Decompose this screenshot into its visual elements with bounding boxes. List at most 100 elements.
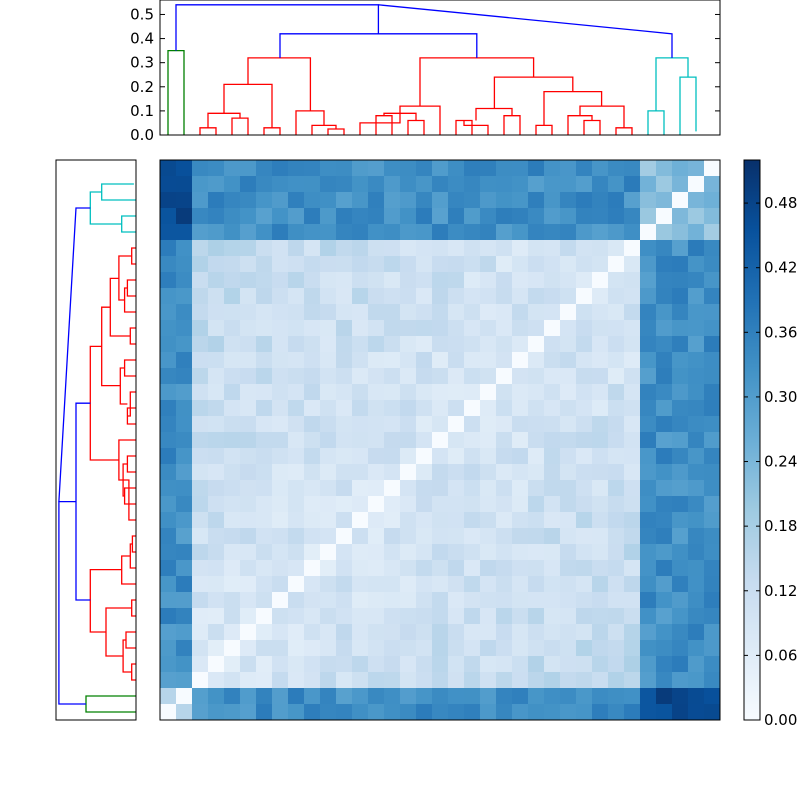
heatmap-cell xyxy=(176,464,193,481)
heatmap-cell xyxy=(672,416,689,433)
heatmap-cell xyxy=(400,400,417,417)
heatmap-cell xyxy=(416,352,433,369)
heatmap-cell xyxy=(240,240,257,257)
heatmap-cell xyxy=(592,192,609,209)
heatmap-cell xyxy=(288,496,305,513)
heatmap-cell xyxy=(208,592,225,609)
heatmap-cell xyxy=(672,704,689,721)
heatmap-cell xyxy=(192,592,209,609)
heatmap-cell xyxy=(608,640,625,657)
heatmap-cell xyxy=(592,432,609,449)
heatmap-cell xyxy=(560,384,577,401)
heatmap-cell xyxy=(400,240,417,257)
heatmap-cell xyxy=(496,320,513,337)
heatmap-cell xyxy=(208,272,225,289)
heatmap-cell xyxy=(704,240,721,257)
heatmap-cell xyxy=(304,608,321,625)
heatmap-cell xyxy=(432,160,449,177)
heatmap-cell xyxy=(640,480,657,497)
heatmap-cell xyxy=(688,688,705,705)
heatmap-cell xyxy=(528,240,545,257)
heatmap-cell xyxy=(208,384,225,401)
heatmap-cell xyxy=(656,432,673,449)
heatmap-cell xyxy=(192,496,209,513)
heatmap-cell xyxy=(704,528,721,545)
heatmap-cell xyxy=(544,400,561,417)
heatmap-cell xyxy=(624,416,641,433)
heatmap-cell xyxy=(256,304,273,321)
heatmap-cell xyxy=(192,304,209,321)
heatmap-cell xyxy=(224,176,241,193)
top-dendrogram-link xyxy=(647,110,665,135)
heatmap-cell xyxy=(224,528,241,545)
heatmap-cell xyxy=(560,160,577,177)
heatmap-cell xyxy=(208,192,225,209)
heatmap-cell xyxy=(624,592,641,609)
heatmap-cell xyxy=(160,304,177,321)
heatmap-cell xyxy=(416,576,433,593)
heatmap-cell xyxy=(208,432,225,449)
top-dendrogram-link xyxy=(378,4,673,58)
heatmap-cell xyxy=(432,432,449,449)
heatmap-cell xyxy=(576,336,593,353)
heatmap-cell xyxy=(288,592,305,609)
heatmap-cell xyxy=(208,352,225,369)
heatmap-cell xyxy=(272,432,289,449)
heatmap-cell xyxy=(688,272,705,289)
heatmap-cell xyxy=(560,240,577,257)
heatmap-cell xyxy=(336,640,353,657)
heatmap-cell xyxy=(432,448,449,465)
heatmap-cell xyxy=(448,496,465,513)
heatmap-cell xyxy=(416,416,433,433)
heatmap-cell xyxy=(560,592,577,609)
heatmap-cell xyxy=(176,432,193,449)
heatmap-cell xyxy=(576,208,593,225)
heatmap-cell xyxy=(560,512,577,529)
heatmap-cell xyxy=(160,624,177,641)
heatmap-cell xyxy=(560,544,577,561)
heatmap-cell xyxy=(368,448,385,465)
heatmap-cell xyxy=(656,576,673,593)
heatmap-cell xyxy=(272,240,289,257)
heatmap-cell xyxy=(320,480,337,497)
heatmap-cell xyxy=(544,592,561,609)
heatmap-cell xyxy=(400,576,417,593)
heatmap-cell xyxy=(576,480,593,497)
heatmap-cell xyxy=(672,480,689,497)
heatmap-cell xyxy=(352,320,369,337)
heatmap-cell xyxy=(656,224,673,241)
heatmap-cell xyxy=(704,432,721,449)
heatmap-cell xyxy=(464,432,481,449)
heatmap-cell xyxy=(576,288,593,305)
heatmap-cell xyxy=(384,624,401,641)
heatmap-cell xyxy=(656,288,673,305)
heatmap-cell xyxy=(464,208,481,225)
heatmap-cell xyxy=(624,624,641,641)
heatmap-cell xyxy=(368,304,385,321)
heatmap-cell xyxy=(304,176,321,193)
heatmap-cell xyxy=(544,336,561,353)
heatmap-cell xyxy=(320,528,337,545)
heatmap-cell xyxy=(416,592,433,609)
heatmap-cell xyxy=(496,432,513,449)
heatmap-cell xyxy=(688,448,705,465)
left-dendrogram-link xyxy=(89,191,122,225)
heatmap-cell xyxy=(704,288,721,305)
heatmap-cell xyxy=(304,304,321,321)
heatmap-cell xyxy=(496,176,513,193)
heatmap-cell xyxy=(432,176,449,193)
heatmap-cell xyxy=(224,544,241,561)
heatmap-cell xyxy=(432,240,449,257)
heatmap-cell xyxy=(640,208,657,225)
heatmap-cell xyxy=(416,688,433,705)
heatmap-cell xyxy=(608,304,625,321)
heatmap-cell xyxy=(560,624,577,641)
heatmap-cell xyxy=(688,224,705,241)
heatmap-cell xyxy=(208,320,225,337)
left-dendrogram-link xyxy=(126,455,136,473)
heatmap-cell xyxy=(448,400,465,417)
heatmap-cell xyxy=(608,352,625,369)
heatmap-cell xyxy=(336,448,353,465)
heatmap-cell xyxy=(624,512,641,529)
heatmap-cell xyxy=(256,336,273,353)
